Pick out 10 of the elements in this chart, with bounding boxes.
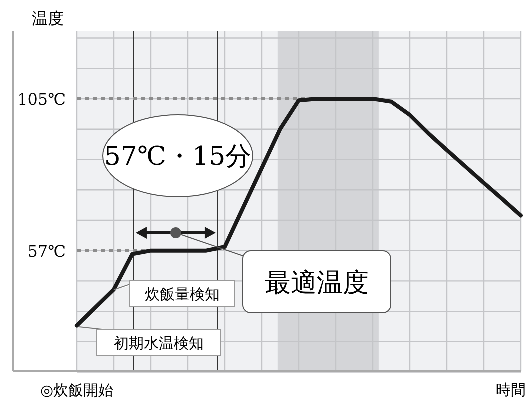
annotation: 57℃・15分 xyxy=(104,142,252,172)
annotation: 最適温度 xyxy=(265,268,369,298)
y-axis-title: 温度 xyxy=(32,9,64,28)
text: ◎炊飯開始 xyxy=(40,381,114,400)
line-series xyxy=(75,97,523,328)
y-tick-label: 57℃ xyxy=(28,242,66,261)
annotation: 炊飯量検知 xyxy=(145,285,220,304)
annotation: 初期水温検知 xyxy=(114,334,204,352)
x-axis-title: 時間 xyxy=(496,381,526,399)
y-tick-label: 105℃ xyxy=(18,90,66,109)
